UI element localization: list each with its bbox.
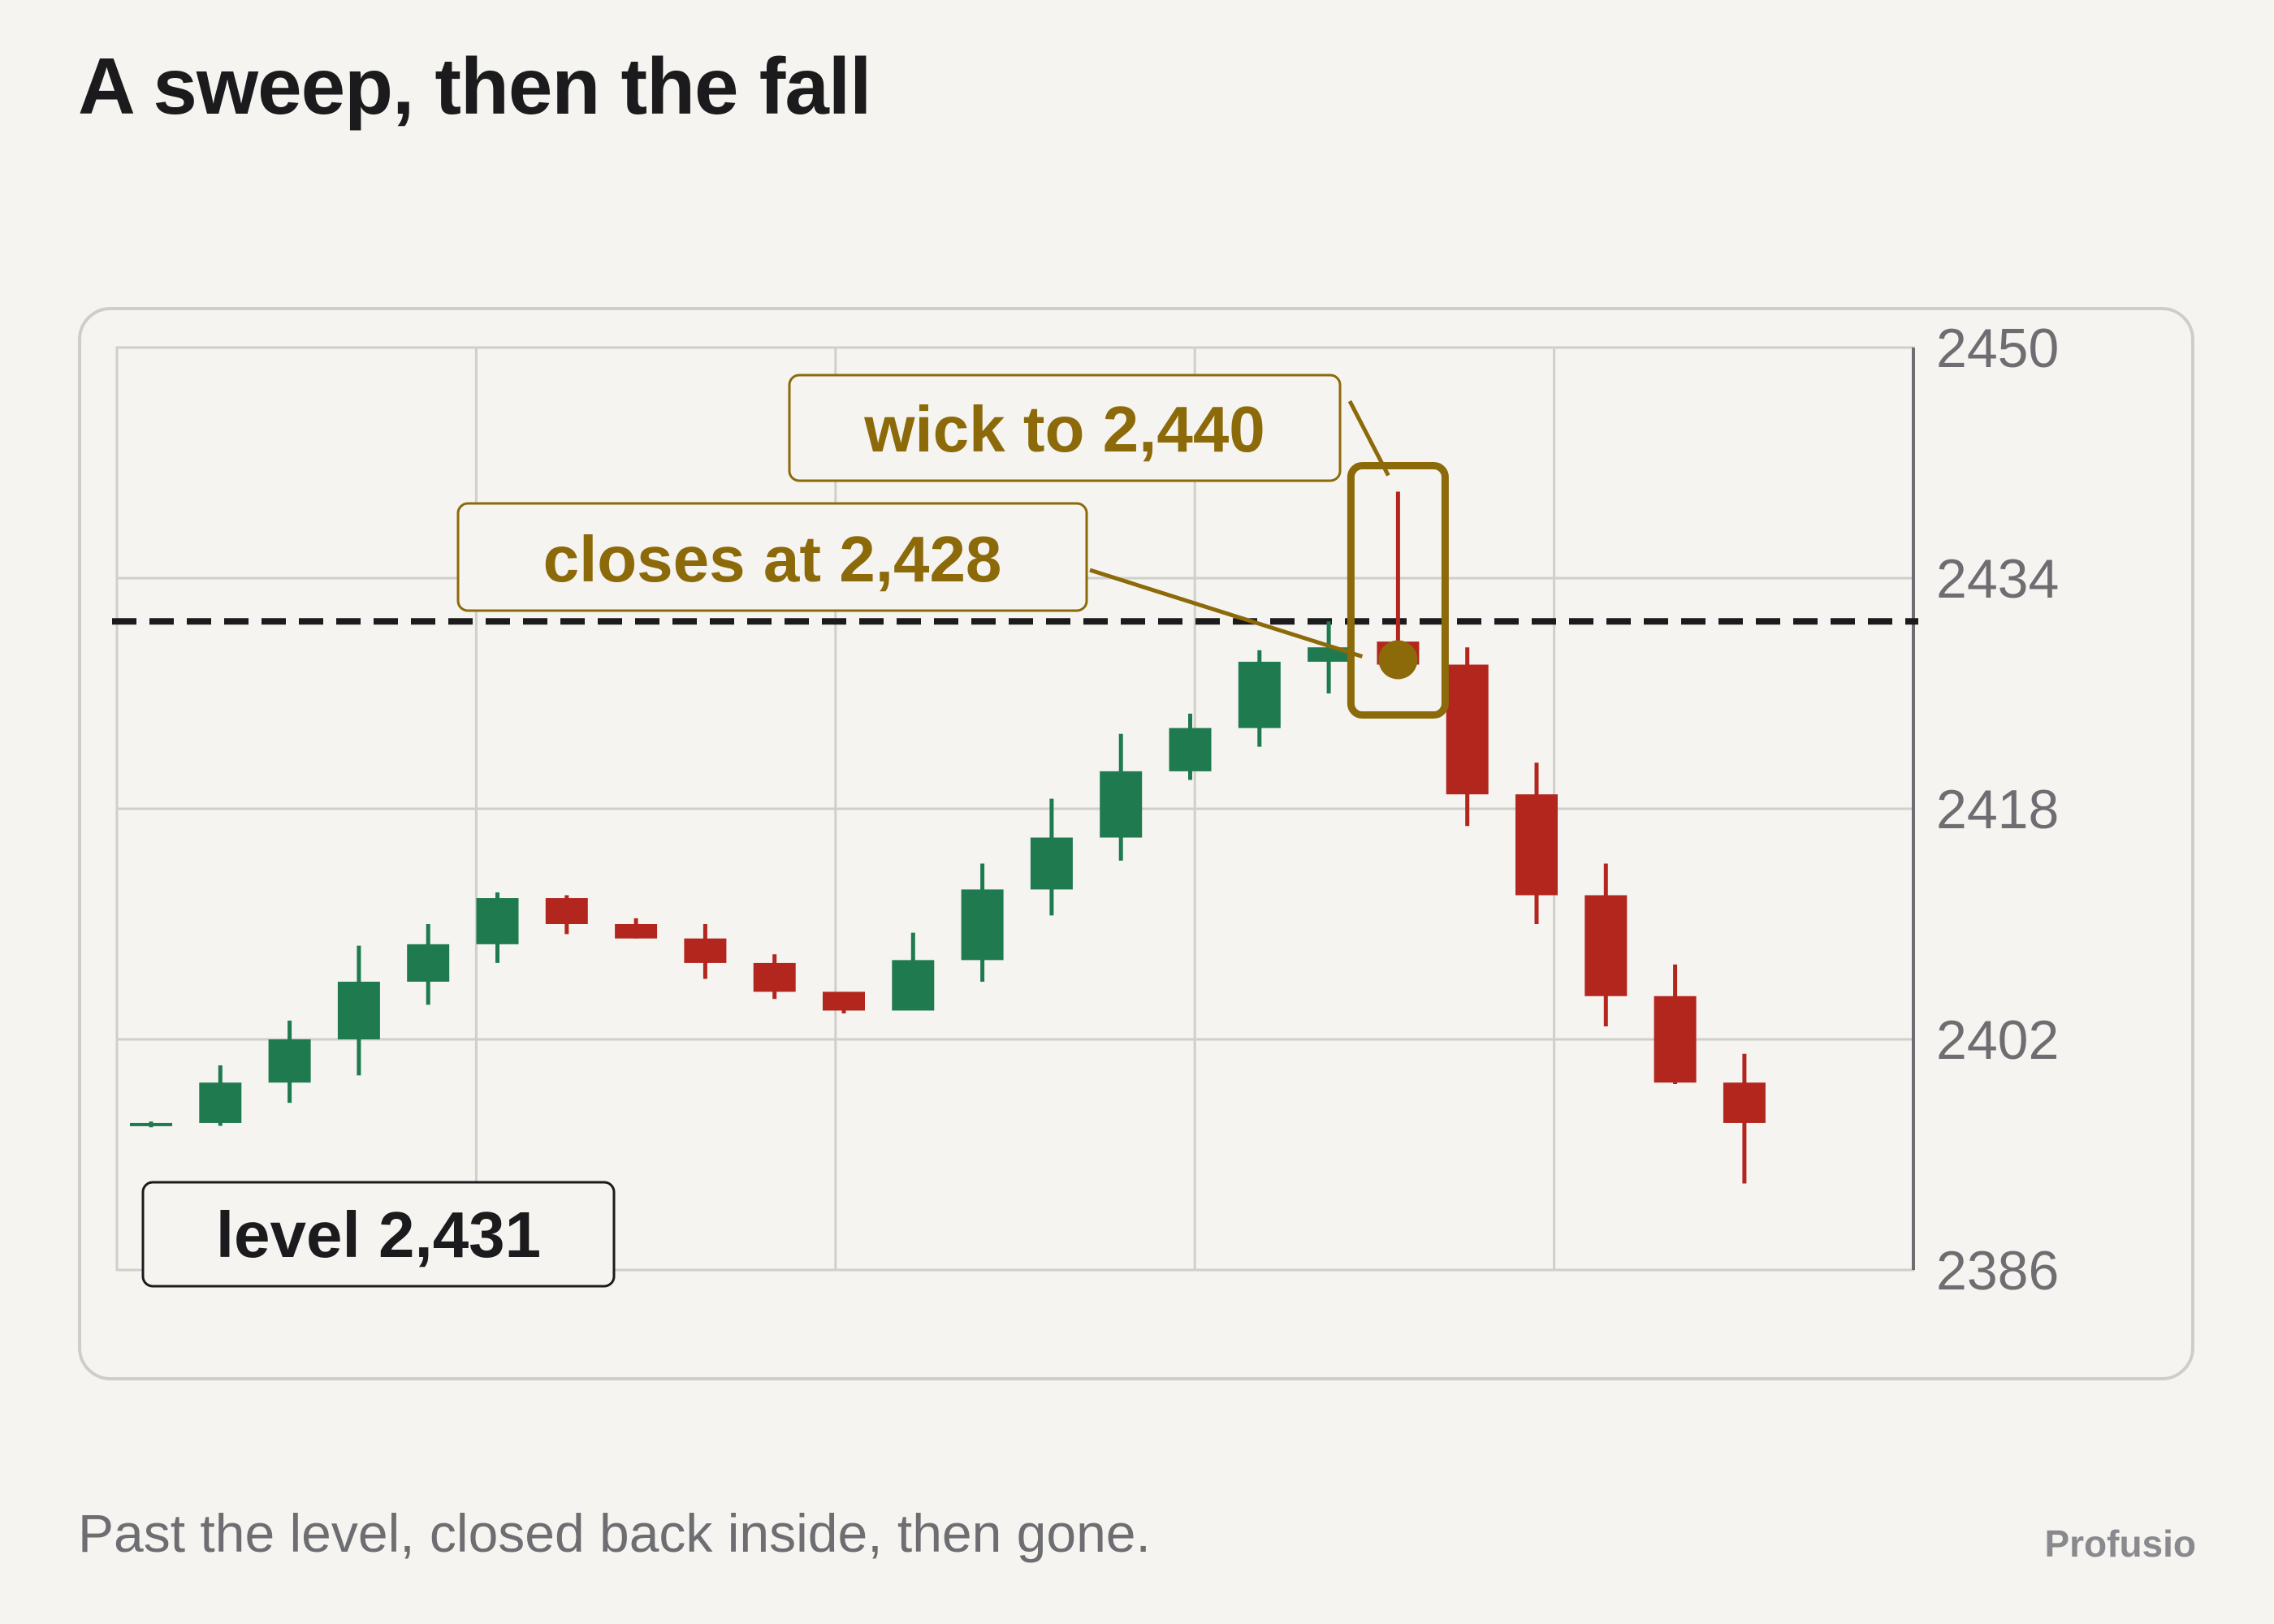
candle bbox=[1584, 863, 1628, 1027]
candle bbox=[1030, 798, 1073, 916]
candle-body bbox=[545, 898, 588, 924]
candle bbox=[407, 924, 450, 1005]
candle bbox=[1100, 733, 1143, 861]
candle bbox=[545, 895, 588, 935]
candle-body bbox=[615, 924, 658, 939]
close-callout-box bbox=[456, 502, 1088, 612]
y-axis: 2450 2434 2418 2402 2386 bbox=[1912, 317, 2059, 1302]
candle-body bbox=[1169, 728, 1212, 771]
candle-body bbox=[1238, 661, 1281, 728]
candle bbox=[1515, 762, 1558, 924]
candle-body bbox=[1446, 664, 1489, 795]
candle bbox=[1169, 713, 1212, 780]
candle-body bbox=[337, 982, 380, 1039]
candle bbox=[961, 863, 1004, 982]
candle-body bbox=[1515, 794, 1558, 896]
candle bbox=[823, 991, 865, 1014]
candle bbox=[337, 945, 380, 1076]
candle-body bbox=[961, 889, 1004, 961]
candle bbox=[1723, 1053, 1766, 1184]
candle-body bbox=[130, 1122, 172, 1126]
chart-title: A sweep, then the fall bbox=[78, 41, 871, 131]
y-tick-label: 2434 bbox=[1936, 548, 2059, 610]
candle-body bbox=[753, 962, 796, 992]
annotations: wick to 2,440 closes at 2,428 level 2,431 bbox=[141, 374, 1449, 1288]
close-callout-connector bbox=[1089, 568, 1364, 659]
brand-logo-text: Profusio bbox=[2044, 1522, 2196, 1565]
level-label: level 2,431 bbox=[216, 1199, 541, 1271]
candle bbox=[684, 924, 727, 979]
close-marker-dot bbox=[1378, 640, 1418, 680]
candle-body bbox=[476, 898, 519, 944]
candle bbox=[199, 1065, 242, 1126]
y-tick-label: 2418 bbox=[1936, 779, 2059, 840]
candle-body bbox=[1654, 996, 1697, 1083]
y-tick-label: 2402 bbox=[1936, 1009, 2059, 1071]
wick-callout-connector bbox=[1347, 400, 1390, 477]
candle-body bbox=[684, 938, 727, 963]
candle bbox=[1446, 647, 1489, 827]
candle-body bbox=[892, 960, 935, 1011]
wick-callout-label: wick to 2,440 bbox=[863, 393, 1265, 465]
candle bbox=[615, 918, 658, 939]
candle-body bbox=[823, 991, 865, 1011]
y-tick-label: 2386 bbox=[1936, 1240, 2059, 1302]
candle bbox=[753, 954, 796, 1000]
candle-body bbox=[1584, 895, 1628, 996]
wick-callout-box bbox=[788, 374, 1342, 482]
candle bbox=[476, 892, 519, 963]
sweep-highlight-box bbox=[1347, 462, 1449, 719]
candle bbox=[1238, 650, 1281, 747]
y-tick-label: 2450 bbox=[1936, 317, 2059, 379]
close-callout-label: closes at 2,428 bbox=[543, 523, 1002, 595]
candle bbox=[268, 1020, 311, 1104]
candle bbox=[130, 1121, 172, 1128]
candle-body bbox=[1723, 1082, 1766, 1123]
candle bbox=[1308, 621, 1351, 693]
candles bbox=[130, 491, 1766, 1184]
candle-body bbox=[1100, 771, 1143, 838]
level-label-box bbox=[141, 1181, 616, 1288]
grid bbox=[115, 346, 1915, 1272]
candle-body bbox=[268, 1039, 311, 1083]
candle-body bbox=[1030, 837, 1073, 890]
candle-body bbox=[199, 1082, 242, 1123]
candle bbox=[1654, 964, 1697, 1085]
candle-body bbox=[407, 944, 450, 982]
chart-subtitle: Past the level, closed back inside, then… bbox=[78, 1503, 1151, 1563]
candle bbox=[892, 932, 935, 1011]
